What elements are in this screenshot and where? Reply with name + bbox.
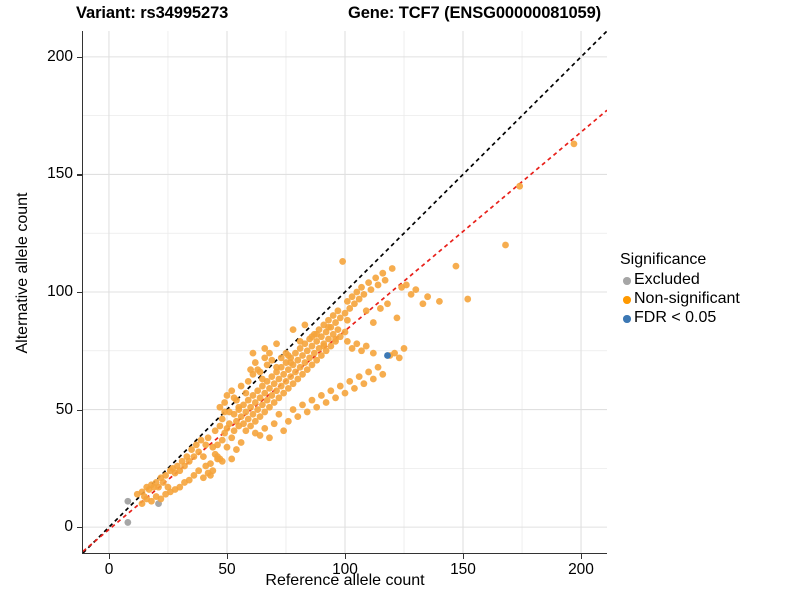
- legend-item-fdr-0-05[interactable]: FDR < 0.05: [620, 308, 795, 327]
- series-excluded: [124, 497, 162, 526]
- x-tick: [109, 553, 111, 559]
- x-tick-label: 100: [332, 561, 358, 578]
- legend-item-non-significant[interactable]: Non-significant: [620, 289, 795, 308]
- variant-title: Variant: rs34995273: [76, 4, 229, 22]
- x-tick: [581, 553, 583, 559]
- y-tick: [77, 409, 82, 411]
- series-fdr-0-05: [384, 352, 391, 359]
- series-non-significant: [133, 140, 578, 508]
- legend-item-label: Non-significant: [634, 290, 740, 307]
- x-tick-label: 50: [218, 561, 236, 578]
- legend-key-dot-icon: [620, 308, 634, 327]
- x-tick: [227, 553, 229, 559]
- x-tick: [345, 553, 347, 559]
- y-tick: [77, 174, 82, 176]
- y-tick: [77, 56, 82, 59]
- y-axis-line: [82, 31, 84, 554]
- legend-item-label: FDR < 0.05: [634, 309, 717, 326]
- y-tick-label: 0: [64, 518, 73, 536]
- legend-item-list: Excluded Non-significant FDR < 0.05: [620, 270, 795, 327]
- gene-title: Gene: TCF7 (ENSG00000081059): [348, 4, 602, 22]
- plot-canvas: [83, 31, 607, 553]
- y-tick-label: 200: [47, 47, 73, 65]
- y-tick-label: 50: [55, 400, 73, 418]
- legend-title: Significance: [620, 251, 707, 268]
- y-tick-label: 100: [47, 283, 73, 300]
- x-axis-line: [82, 552, 607, 554]
- y-axis-title: Alternative allele count: [14, 192, 31, 354]
- y-tick-label: 150: [47, 165, 73, 183]
- x-axis-title: Reference allele count: [265, 572, 425, 589]
- x-tick-label: 200: [568, 561, 594, 578]
- y-tick: [77, 527, 82, 529]
- x-tick-label: 150: [450, 561, 476, 578]
- legend: Significance Excluded Non-significant FDR …: [620, 250, 795, 327]
- legend-item-label: Excluded: [634, 271, 700, 288]
- plot-panel: [83, 31, 607, 553]
- plot-title-row: Variant: rs34995273 Gene: TCF7 (ENSG0000…: [0, 4, 620, 28]
- legend-key-dot-icon: [620, 289, 634, 308]
- y-tick: [77, 292, 82, 294]
- x-tick-label: 0: [104, 561, 114, 578]
- legend-key-dot-icon: [620, 270, 634, 289]
- x-tick: [463, 553, 465, 559]
- legend-item-excluded[interactable]: Excluded: [620, 270, 795, 289]
